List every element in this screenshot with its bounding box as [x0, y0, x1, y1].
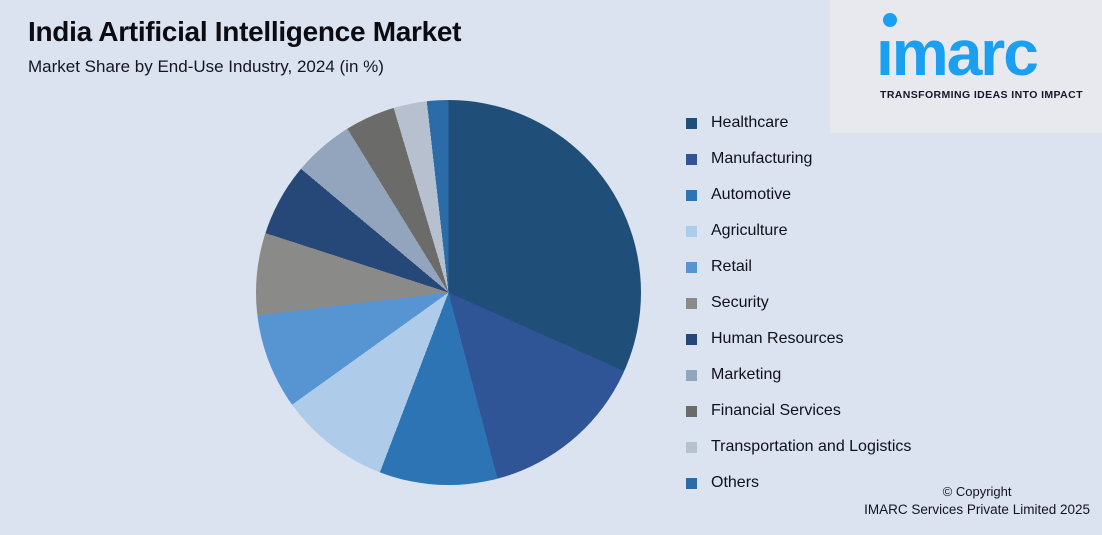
legend-label: Financial Services	[711, 402, 841, 419]
legend-item: Marketing	[686, 357, 911, 393]
legend-swatch-icon	[686, 261, 697, 273]
legend-item: Others	[686, 465, 911, 501]
legend-item: Security	[686, 285, 911, 321]
legend-label: Marketing	[711, 366, 782, 383]
legend-item: Automotive	[686, 177, 911, 213]
legend-item: Financial Services	[686, 393, 911, 429]
page-subtitle: Market Share by End-Use Industry, 2024 (…	[28, 57, 384, 76]
legend-label: Agriculture	[711, 222, 788, 239]
legend-label: Others	[711, 474, 760, 491]
legend-item: Healthcare	[686, 105, 911, 141]
legend-label: Automotive	[711, 186, 792, 203]
legend-label: Healthcare	[711, 114, 789, 131]
imarc-logo: ımarc TRANSFORMING IDEAS INTO IMPACT	[830, 0, 1102, 133]
legend-swatch-icon	[686, 153, 697, 165]
pie-chart	[256, 100, 641, 485]
legend-swatch-icon	[686, 117, 697, 129]
legend-swatch-icon	[686, 297, 697, 309]
legend-swatch-icon	[686, 405, 697, 417]
imarc-logo-dot-icon	[883, 13, 897, 27]
legend-swatch-icon	[686, 189, 697, 201]
legend-swatch-icon	[686, 477, 697, 489]
legend-swatch-icon	[686, 225, 697, 237]
copyright-company-line: IMARC Services Private Limited 2025	[864, 502, 1090, 517]
page-title: India Artificial Intelligence Market	[28, 16, 462, 47]
legend-swatch-icon	[686, 441, 697, 453]
legend-swatch-icon	[686, 369, 697, 381]
copyright-line: © Copyright	[942, 484, 1012, 499]
copyright-footer: © Copyright IMARC Services Private Limit…	[864, 483, 1090, 519]
chart-legend: Healthcare Manufacturing Automotive Agricul…	[686, 105, 911, 501]
legend-label: Human Resources	[711, 330, 844, 347]
legend-label: Security	[711, 294, 769, 311]
legend-item: Manufacturing	[686, 141, 911, 177]
imarc-logo-wordmark: ımarc	[876, 17, 1039, 89]
legend-label: Manufacturing	[711, 150, 813, 167]
legend-item: Transportation and Logistics	[686, 429, 911, 465]
imarc-logo-tagline: TRANSFORMING IDEAS INTO IMPACT	[880, 89, 1083, 101]
legend-label: Retail	[711, 258, 752, 275]
legend-item: Agriculture	[686, 213, 911, 249]
legend-label: Transportation and Logistics	[711, 438, 912, 455]
chart-header: India Artificial Intelligence Market Mar…	[28, 16, 461, 77]
legend-item: Human Resources	[686, 321, 911, 357]
legend-swatch-icon	[686, 333, 697, 345]
legend-item: Retail	[686, 249, 911, 285]
